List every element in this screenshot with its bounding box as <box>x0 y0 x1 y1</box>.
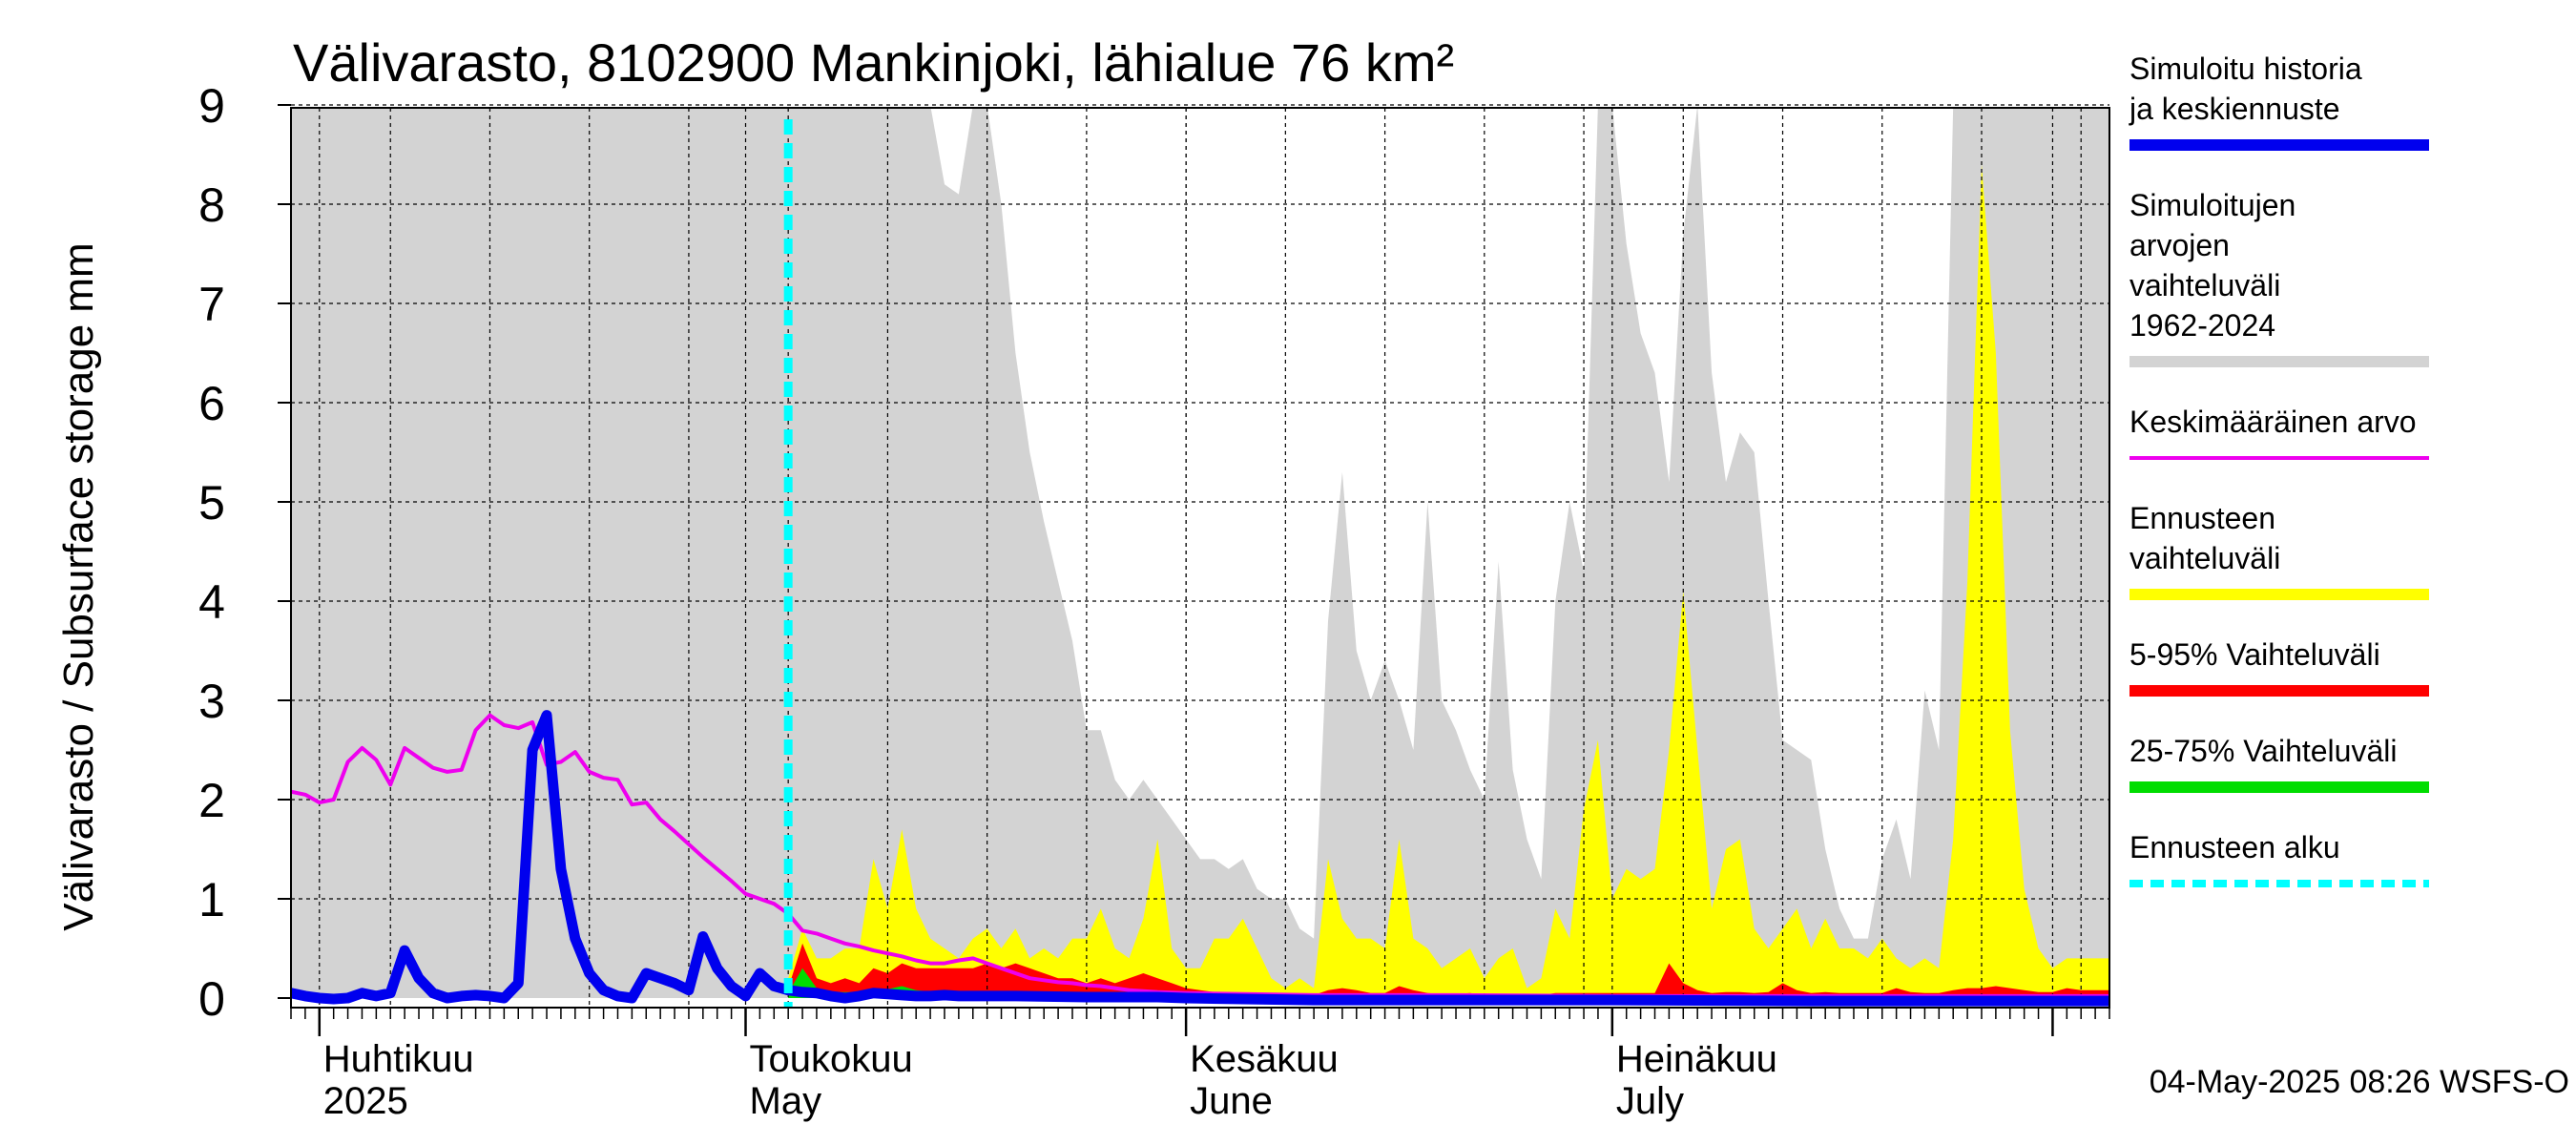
band-ennusteen-vaihteluv-li <box>788 164 2109 998</box>
y-tick-label: 8 <box>198 178 225 232</box>
y-axis-label: Välivarasto / Subsurface storage mm <box>55 242 102 930</box>
legend-item-keskim-r-inen-arvo: Keskimääräinen arvo <box>2129 405 2429 460</box>
footer-timestamp: 04-May-2025 08:26 WSFS-O <box>2150 1064 2569 1100</box>
y-tick-label: 2 <box>198 774 225 827</box>
legend-item-ennusteen-alku: Ennusteen alku <box>2129 830 2429 887</box>
legend-label: arvojen <box>2129 228 2230 262</box>
mean-layer <box>291 710 2109 1007</box>
y-tick-label: 6 <box>198 377 225 430</box>
x-month-label: Toukokuu <box>750 1038 913 1080</box>
y-tick-label: 3 <box>198 675 225 728</box>
legend-label: ja keskiennuste <box>2129 92 2340 126</box>
legend-label: vaihteluväli <box>2129 541 2280 575</box>
legend-label: Keskimääräinen arvo <box>2129 405 2417 439</box>
grid-layer <box>291 104 2109 1008</box>
line-keskim-r-inen-arvo <box>291 713 2109 998</box>
legend-label: 25-75% Vaihteluväli <box>2129 734 2397 768</box>
legend-label: 1962-2024 <box>2129 308 2275 343</box>
x-month-label: Heinäkuu <box>1616 1038 1777 1080</box>
y-tick-label: 5 <box>198 476 225 530</box>
legend-label: Simuloitu historia <box>2129 52 2362 86</box>
legend-label: Ennusteen <box>2129 501 2275 535</box>
legend-item-ennusteen-vaihteluv-li: Ennusteen vaihteluväli <box>2129 501 2429 600</box>
y-tick-label: 1 <box>198 873 225 926</box>
y-tick-label: 9 <box>198 79 225 133</box>
x-month-label: Kesäkuu <box>1190 1038 1339 1080</box>
legend-label: Simuloitujen <box>2129 188 2296 222</box>
band-5-95-vaihteluv-li <box>788 943 2109 998</box>
chart-title: Välivarasto, 8102900 Mankinjoki, lähialu… <box>293 32 1454 93</box>
x-month-sublabel: May <box>750 1080 822 1122</box>
legend-item-5-95-vaihteluv-li: 5-95% Vaihteluväli <box>2129 637 2429 697</box>
legend-label: 5-95% Vaihteluväli <box>2129 637 2380 672</box>
y-tick-label: 0 <box>198 972 225 1026</box>
plot-area <box>290 104 2110 1009</box>
y-tick-label: 7 <box>198 278 225 331</box>
x-month-label: Huhtikuu <box>323 1038 474 1080</box>
x-month-sublabel: June <box>1190 1080 1273 1122</box>
y-axis: 0 1 2 3 4 5 6 7 8 9 <box>198 79 291 1026</box>
legend-item-simuloitujen-arvojen-vaihteluv-li-1962-2024: Simuloitujen arvojen vaihteluväli 1962-2024 <box>2129 188 2429 367</box>
legend-item-25-75-vaihteluv-li: 25-75% Vaihteluväli <box>2129 734 2429 793</box>
legend-label: vaihteluväli <box>2129 268 2280 302</box>
y-tick-label: 4 <box>198 575 225 629</box>
legend-label: Ennusteen alku <box>2129 830 2340 864</box>
legend-item-simuloitu-historia-ja-keskiennuste: Simuloitu historia ja keskiennuste <box>2129 52 2429 151</box>
line-simuloitu-historia-ja-keskiennuste <box>291 710 2109 1007</box>
x-month-sublabel: 2025 <box>323 1080 408 1122</box>
x-month-sublabel: July <box>1616 1080 1684 1122</box>
